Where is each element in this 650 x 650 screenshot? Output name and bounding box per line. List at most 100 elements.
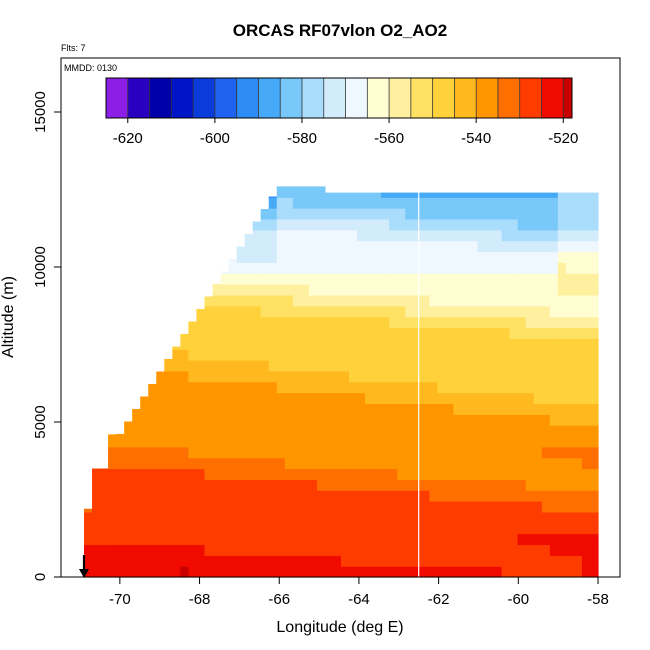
heatmap-cell xyxy=(469,229,479,242)
heatmap-cell xyxy=(517,490,527,502)
heatmap-cell xyxy=(268,544,278,556)
heatmap-cell xyxy=(156,435,165,448)
heatmap-cell xyxy=(421,446,430,459)
heatmap-cell xyxy=(565,294,575,307)
heatmap-cell xyxy=(140,425,149,437)
heatmap-cell xyxy=(188,321,198,329)
heatmap-cell xyxy=(549,305,559,318)
heatmap-cell xyxy=(501,251,511,263)
heatmap-cell xyxy=(469,555,479,567)
heatmap-cell xyxy=(212,338,222,350)
heatmap-cell xyxy=(485,251,495,263)
heatmap-cell xyxy=(413,360,422,372)
heatmap-cell xyxy=(373,522,382,535)
heatmap-cell xyxy=(292,414,302,426)
heatmap-cell xyxy=(204,296,214,307)
heatmap-cell xyxy=(252,403,262,415)
heatmap-cell xyxy=(501,316,511,329)
heatmap-cell xyxy=(517,392,527,404)
heatmap-cell xyxy=(437,294,447,307)
heatmap-cell xyxy=(389,360,398,372)
heatmap-cell xyxy=(477,229,487,242)
heatmap-cell xyxy=(429,251,438,263)
heatmap-cell xyxy=(316,316,326,329)
heatmap-cell xyxy=(581,381,591,394)
heatmap-cell xyxy=(557,544,567,556)
heatmap-cell xyxy=(252,522,262,535)
heatmap-cell xyxy=(493,522,503,535)
heatmap-cell xyxy=(324,479,334,491)
heatmap-cell xyxy=(365,414,374,426)
heatmap-cell xyxy=(244,370,254,383)
heatmap-cell xyxy=(453,360,463,372)
heatmap-cell xyxy=(397,192,406,198)
heatmap-cell xyxy=(421,273,430,285)
heatmap-cell xyxy=(469,370,479,383)
heatmap-cell xyxy=(381,305,390,318)
heatmap-cell xyxy=(332,370,342,383)
heatmap-cell xyxy=(493,501,503,513)
heatmap-cell xyxy=(429,501,438,513)
heatmap-cell xyxy=(493,229,503,242)
heatmap-cell xyxy=(405,305,414,318)
heatmap-cell xyxy=(437,566,447,578)
heatmap-cell xyxy=(421,425,430,437)
heatmap-cell xyxy=(373,284,382,296)
heatmap-cell xyxy=(501,555,511,567)
heatmap-cell xyxy=(244,425,254,437)
heatmap-cell xyxy=(204,457,214,470)
heatmap-cell xyxy=(373,479,382,491)
heatmap-cell xyxy=(341,533,350,546)
heatmap-cell xyxy=(341,566,350,578)
heatmap-cell xyxy=(589,522,599,535)
heatmap-cell xyxy=(196,338,206,350)
heatmap-cell xyxy=(244,511,254,524)
heatmap-cell xyxy=(341,251,350,263)
heatmap-cell xyxy=(164,446,173,459)
heatmap-cell xyxy=(276,425,286,437)
heatmap-cell xyxy=(268,435,278,448)
heatmap-cell xyxy=(373,218,382,231)
heatmap-cell xyxy=(517,457,527,470)
heatmap-cell xyxy=(509,370,519,383)
heatmap-cell xyxy=(565,425,575,437)
heatmap-cell xyxy=(365,468,374,480)
heatmap-cell xyxy=(413,566,422,578)
heatmap-cell xyxy=(405,555,414,567)
heatmap-cell xyxy=(349,327,358,339)
heatmap-cell xyxy=(357,218,366,231)
heatmap-cell xyxy=(405,208,414,220)
heatmap-cell xyxy=(316,457,326,470)
heatmap-cell xyxy=(381,327,390,339)
heatmap-cell xyxy=(485,327,495,339)
heatmap-cell xyxy=(172,490,181,502)
heatmap-cell xyxy=(357,240,366,253)
heatmap-cell xyxy=(477,435,487,448)
heatmap-cell xyxy=(180,381,190,394)
heatmap-cell xyxy=(453,403,463,415)
heatmap-cell xyxy=(429,262,438,274)
heatmap-cell xyxy=(124,555,133,567)
heatmap-cell xyxy=(421,522,430,535)
heatmap-cell xyxy=(164,403,173,415)
heatmap-cell xyxy=(365,338,374,350)
heatmap-cell xyxy=(300,403,310,415)
heatmap-cell xyxy=(268,468,278,480)
heatmap-cell xyxy=(573,501,583,513)
heatmap-cell xyxy=(180,566,190,578)
heatmap-cell xyxy=(493,316,503,329)
heatmap-cell xyxy=(429,218,438,231)
flights-label: Flts: 7 xyxy=(61,43,86,53)
heatmap-cell xyxy=(268,284,278,296)
heatmap-cell xyxy=(108,533,117,546)
heatmap-cell xyxy=(493,262,503,274)
heatmap-cell xyxy=(565,327,575,339)
heatmap-cell xyxy=(268,262,278,274)
heatmap-cell xyxy=(381,229,390,242)
heatmap-cell xyxy=(188,490,198,502)
heatmap-cell xyxy=(365,403,374,415)
heatmap-cell xyxy=(485,522,495,535)
heatmap-cell xyxy=(132,566,141,578)
heatmap-cell xyxy=(244,446,254,459)
heatmap-cell xyxy=(196,349,206,361)
